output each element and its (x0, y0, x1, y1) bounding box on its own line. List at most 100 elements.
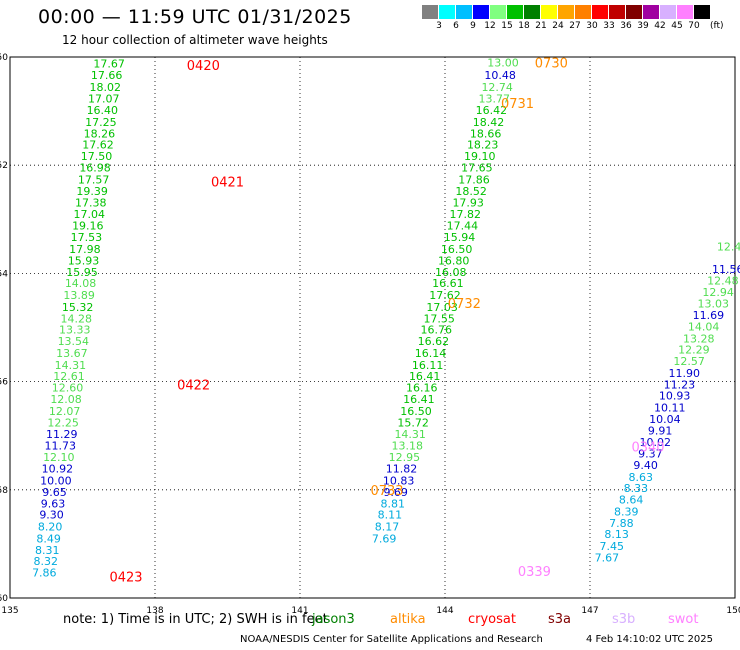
wave-height-value: 7.67 (595, 551, 620, 564)
color-swatch (473, 5, 489, 19)
wave-height-value: 17.25 (85, 116, 117, 129)
wave-height-value: 12.48 (707, 274, 739, 287)
wave-height-value: 15.93 (68, 254, 100, 267)
wave-height-value: 11.29 (46, 428, 78, 441)
footer-note: note: 1) Time is in UTC; 2) SWH is in fe… (63, 612, 328, 627)
wave-height-value: 16.61 (432, 277, 464, 290)
pass-time-label: 0731 (501, 97, 534, 112)
wave-height-value: 18.42 (473, 116, 505, 129)
wave-height-value: 12.95 (389, 451, 421, 464)
color-swatch (541, 5, 557, 19)
wave-height-value: 11.73 (45, 439, 77, 452)
color-scale-label: 6 (453, 21, 459, 31)
wave-height-value: 16.98 (79, 161, 111, 174)
color-swatch (609, 5, 625, 19)
wave-height-value: 19.39 (76, 185, 108, 198)
wave-height-value: 8.49 (36, 532, 61, 545)
y-tick-label: -58 (0, 486, 8, 496)
y-tick-label: -54 (0, 269, 8, 279)
wave-height-value: 17.66 (91, 69, 123, 82)
wave-height-value: 8.11 (378, 509, 403, 522)
wave-height-value: 7.88 (609, 517, 634, 530)
wave-height-value: 12.25 (47, 417, 79, 430)
wave-height-value: 13.03 (698, 298, 730, 311)
color-swatch (507, 5, 523, 19)
wave-height-value: 9.37 (638, 448, 663, 461)
wave-height-value: 17.65 (461, 161, 493, 174)
wave-height-value: 10.92 (42, 463, 74, 476)
wave-height-value: 16.16 (406, 382, 438, 395)
wave-height-value: 16.41 (403, 393, 435, 406)
satellite-legend-item: s3a (548, 612, 572, 627)
wave-height-value: 17.50 (81, 150, 113, 163)
wave-height-value: 16.11 (412, 359, 444, 372)
wave-height-value: 18.26 (84, 127, 116, 140)
wave-height-value: 14.31 (55, 359, 87, 372)
wave-height-value: 7.86 (32, 567, 57, 580)
wave-height-value: 14.28 (60, 312, 92, 325)
wave-height-value: 16.08 (435, 266, 467, 279)
wave-height-value: 12.57 (673, 355, 705, 368)
wave-height-value: 17.38 (75, 197, 107, 210)
wave-height-value: 19.10 (464, 150, 496, 163)
color-swatch (643, 5, 659, 19)
wave-height-value: 17.53 (71, 231, 103, 244)
footer-credit: NOAA/NESDIS Center for Satellite Applica… (240, 634, 543, 645)
wave-height-value: 13.00 (487, 56, 519, 69)
color-swatch (558, 5, 574, 19)
wave-height-value: 13.89 (63, 289, 95, 302)
wave-height-value: 12.49 (717, 240, 740, 253)
wave-height-value: 8.33 (624, 482, 649, 495)
wave-height-value: 8.17 (375, 521, 400, 534)
color-scale-label: 15 (501, 21, 513, 31)
color-scale-label: 3 (436, 21, 442, 31)
color-scale-label: 24 (552, 21, 564, 31)
wave-height-value: 13.54 (58, 335, 90, 348)
pass-time-label: 0422 (177, 378, 210, 393)
y-tick-label: -50 (0, 53, 8, 63)
wave-height-value: 18.23 (467, 139, 499, 152)
y-tick-label: -52 (0, 161, 8, 171)
wave-height-value: 9.63 (41, 497, 66, 510)
color-scale-label: 27 (569, 21, 581, 31)
color-scale-label: 39 (637, 21, 649, 31)
wave-height-value: 8.63 (629, 471, 654, 484)
color-scale-label: 21 (535, 21, 547, 31)
wave-height-value: 9.40 (633, 459, 658, 472)
y-tick-label: -60 (0, 594, 8, 604)
wave-height-value: 8.32 (34, 555, 59, 568)
wave-height-value: 8.13 (604, 528, 629, 541)
wave-height-value: 13.67 (56, 347, 88, 360)
wave-height-value: 10.48 (484, 69, 516, 82)
wave-height-value: 16.41 (409, 370, 441, 383)
wave-height-value: 17.55 (423, 312, 455, 325)
wave-height-value: 10.04 (649, 413, 681, 426)
wave-height-value: 17.44 (447, 219, 479, 232)
pass-time-label: 0421 (211, 175, 244, 190)
wave-height-value: 9.91 (648, 424, 673, 437)
wave-height-value: 16.40 (87, 104, 119, 117)
pass-time-label: 0732 (448, 297, 481, 312)
wave-height-value: 11.23 (664, 378, 696, 391)
wave-height-value: 13.18 (392, 439, 424, 452)
wave-height-value: 10.93 (659, 390, 691, 403)
wave-height-value: 16.42 (476, 104, 508, 117)
wave-height-value: 17.04 (74, 208, 106, 221)
wave-height-value: 12.07 (49, 405, 81, 418)
color-swatch (490, 5, 506, 19)
wave-height-value: 9.65 (42, 486, 67, 499)
wave-height-value: 11.82 (386, 463, 418, 476)
footer-timestamp: 4 Feb 14:10:02 UTC 2025 (586, 634, 713, 645)
pass-time-label: 0423 (109, 570, 142, 585)
wave-height-value: 10.83 (383, 475, 415, 488)
wave-height-value: 16.76 (421, 324, 453, 337)
y-tick-label: -56 (0, 378, 8, 388)
wave-height-value: 17.07 (88, 93, 120, 106)
satellite-legend-item: jason3 (312, 612, 355, 627)
wave-height-value: 15.94 (444, 231, 476, 244)
wave-height-value: 13.77 (479, 93, 511, 106)
x-tick-label: 150 (726, 606, 740, 616)
wave-height-value: 14.08 (65, 277, 97, 290)
satellite-legend-item: cryosat (468, 612, 516, 627)
wave-height-value: 11.56 (712, 263, 740, 276)
